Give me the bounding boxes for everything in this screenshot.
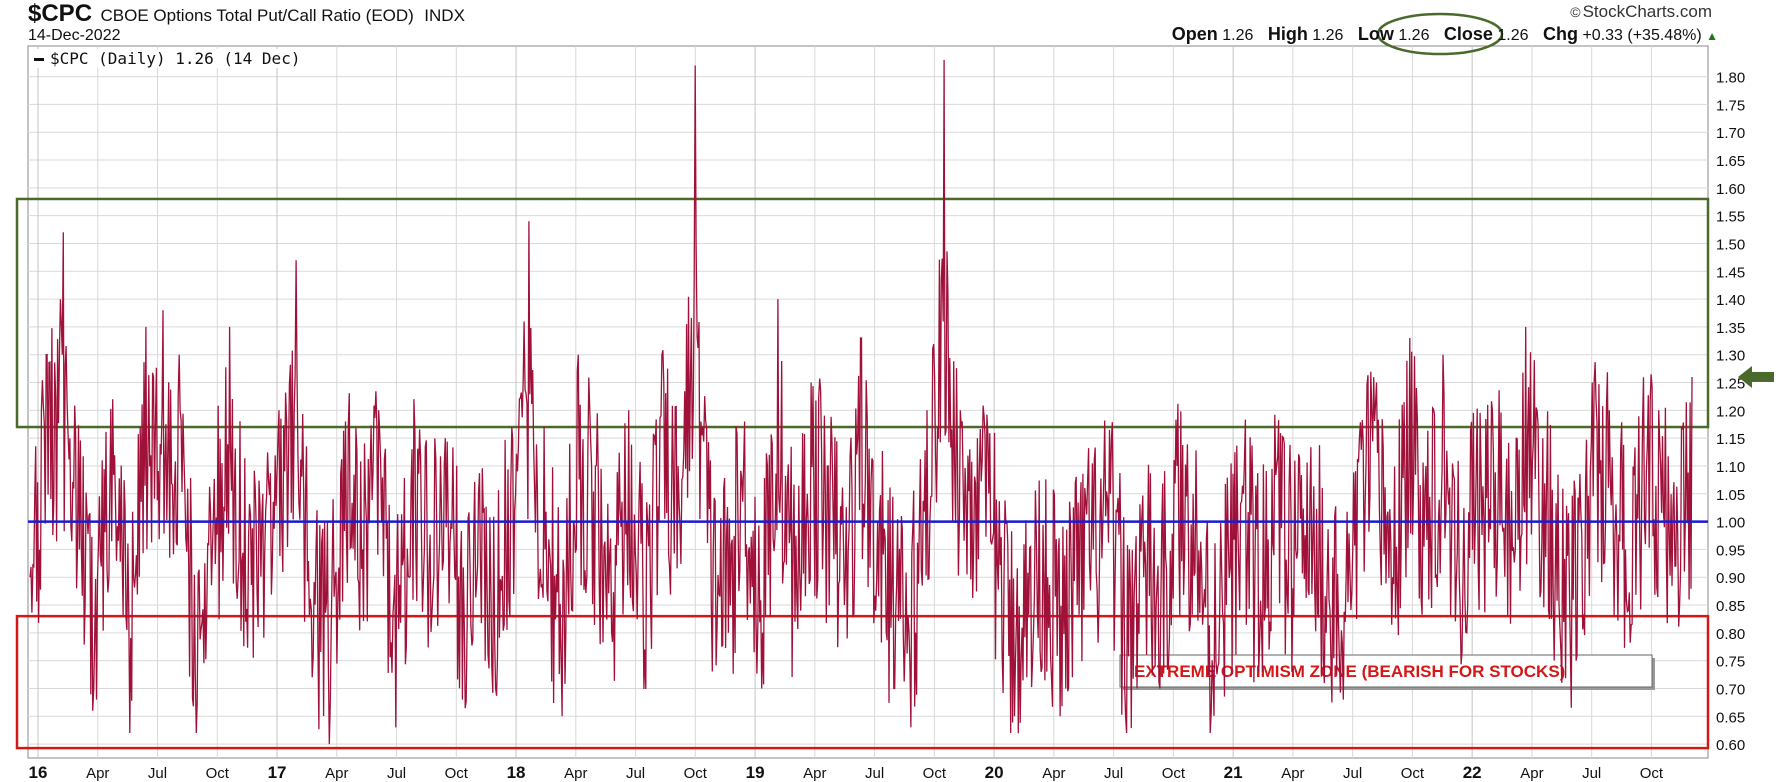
x-tick-label: 16 <box>29 763 48 782</box>
x-tick-label: Oct <box>684 765 708 782</box>
open-label: Open <box>1171 24 1218 44</box>
y-tick-label: 0.95 <box>1716 542 1745 559</box>
chg-label: Chg <box>1543 24 1578 44</box>
legend-text: $CPC (Daily) 1.26 (14 Dec) <box>50 49 301 68</box>
high-value: 1.26 <box>1312 27 1344 44</box>
y-tick-label: 1.00 <box>1716 515 1745 532</box>
high-label: High <box>1267 24 1308 44</box>
x-tick-label: 18 <box>507 763 526 782</box>
x-tick-label: Apr <box>1520 765 1543 782</box>
series-line-cpc <box>29 59 1693 745</box>
current-value-arrow-tail <box>1750 371 1774 382</box>
y-tick-label: 0.85 <box>1716 598 1745 615</box>
x-tick-label: 22 <box>1463 763 1482 782</box>
current-value-arrow-icon <box>1738 365 1752 388</box>
open-value: 1.26 <box>1222 27 1254 44</box>
x-tick-label: Jul <box>387 765 406 782</box>
y-tick-label: 0.75 <box>1716 654 1745 671</box>
gridlines <box>27 45 1709 759</box>
y-tick-label: 0.65 <box>1716 709 1745 726</box>
x-tick-label: Apr <box>1042 765 1065 782</box>
x-tick-label: Apr <box>1281 765 1304 782</box>
y-tick-label: 1.40 <box>1716 292 1745 309</box>
x-tick-label: Apr <box>86 765 109 782</box>
close-highlight-ellipse <box>1376 12 1504 56</box>
exchange: INDX <box>424 6 465 25</box>
x-tick-label: Oct <box>923 765 947 782</box>
x-tick-label: Jul <box>626 765 645 782</box>
y-tick-label: 1.45 <box>1716 264 1745 281</box>
y-tick-label: 1.65 <box>1716 153 1745 170</box>
y-tick-label: 1.20 <box>1716 403 1745 420</box>
y-tick-label: 1.10 <box>1716 459 1745 476</box>
y-tick-label: 1.80 <box>1716 70 1745 87</box>
x-tick-label: Oct <box>1640 765 1664 782</box>
x-tick-label: Oct <box>1162 765 1186 782</box>
y-tick-label: 1.75 <box>1716 97 1745 114</box>
zone-box-low <box>15 614 1710 750</box>
chart-date: 14-Dec-2022 <box>28 27 121 44</box>
y-tick-label: 0.80 <box>1716 626 1745 643</box>
y-tick-label: 1.50 <box>1716 236 1745 253</box>
chg-value: +0.33 (+35.48%) <box>1582 27 1702 44</box>
annotation-text: EXTREME OPTIMISM ZONE (BEARISH FOR STOCK… <box>1134 662 1565 681</box>
plot-frame <box>27 45 1709 759</box>
x-tick-label: Apr <box>803 765 826 782</box>
x-tick-label: Jul <box>1343 765 1362 782</box>
close-label: Close <box>1443 24 1493 44</box>
x-tick-label: Jul <box>148 765 167 782</box>
x-tick-label: Jul <box>865 765 884 782</box>
ohlc-summary: Open 1.26 High 1.26 Low 1.26 Close 1.26 … <box>1172 24 1718 45</box>
copyright-text: StockCharts.com <box>1582 2 1712 21</box>
y-tick-label: 1.55 <box>1716 209 1745 226</box>
up-triangle-icon: ▲ <box>1706 29 1718 43</box>
y-tick-label: 1.15 <box>1716 431 1745 448</box>
chart-title: $CPC CBOE Options Total Put/Call Ratio (… <box>28 0 465 28</box>
y-tick-label: 1.35 <box>1716 320 1745 337</box>
y-tick-label: 1.25 <box>1716 376 1745 393</box>
x-tick-label: Oct <box>1401 765 1425 782</box>
x-tick-label: Oct <box>206 765 230 782</box>
y-tick-label: 1.05 <box>1716 487 1745 504</box>
zone-box-high <box>15 197 1710 429</box>
axes: 1.80 1.75 1.70 1.65 1.60 1.55 1.50 1.45 1.40 1.35… <box>29 12 1774 782</box>
y-tick-label: 1.30 <box>1716 348 1745 365</box>
copyright-icon: © <box>1570 4 1581 20</box>
x-tick-label: Jul <box>1582 765 1601 782</box>
x-tick-label: Jul <box>1104 765 1123 782</box>
y-tick-label: 0.60 <box>1716 737 1745 754</box>
series-container <box>28 59 1708 745</box>
x-tick-label: Apr <box>564 765 587 782</box>
symbol-name: CBOE Options Total Put/Call Ratio (EOD) <box>100 6 414 25</box>
x-tick-label: Oct <box>445 765 469 782</box>
legend: $CPC (Daily) 1.26 (14 Dec) <box>34 49 301 68</box>
legend-swatch <box>34 58 44 61</box>
symbol: $CPC <box>28 0 93 27</box>
y-tick-label: 1.60 <box>1716 181 1745 198</box>
close-value: 1.26 <box>1497 27 1529 44</box>
y-tick-label: 0.90 <box>1716 570 1745 587</box>
x-tick-label: 17 <box>268 763 287 782</box>
y-tick-label: 0.70 <box>1716 681 1745 698</box>
x-tick-label: 21 <box>1224 763 1243 782</box>
x-tick-label: 19 <box>746 763 765 782</box>
copyright: © StockCharts.com <box>1570 2 1712 22</box>
x-tick-label: 20 <box>985 763 1004 782</box>
x-tick-label: Apr <box>325 765 348 782</box>
low-label: Low <box>1357 24 1394 44</box>
low-value: 1.26 <box>1398 27 1430 44</box>
y-tick-label: 1.70 <box>1716 125 1745 142</box>
